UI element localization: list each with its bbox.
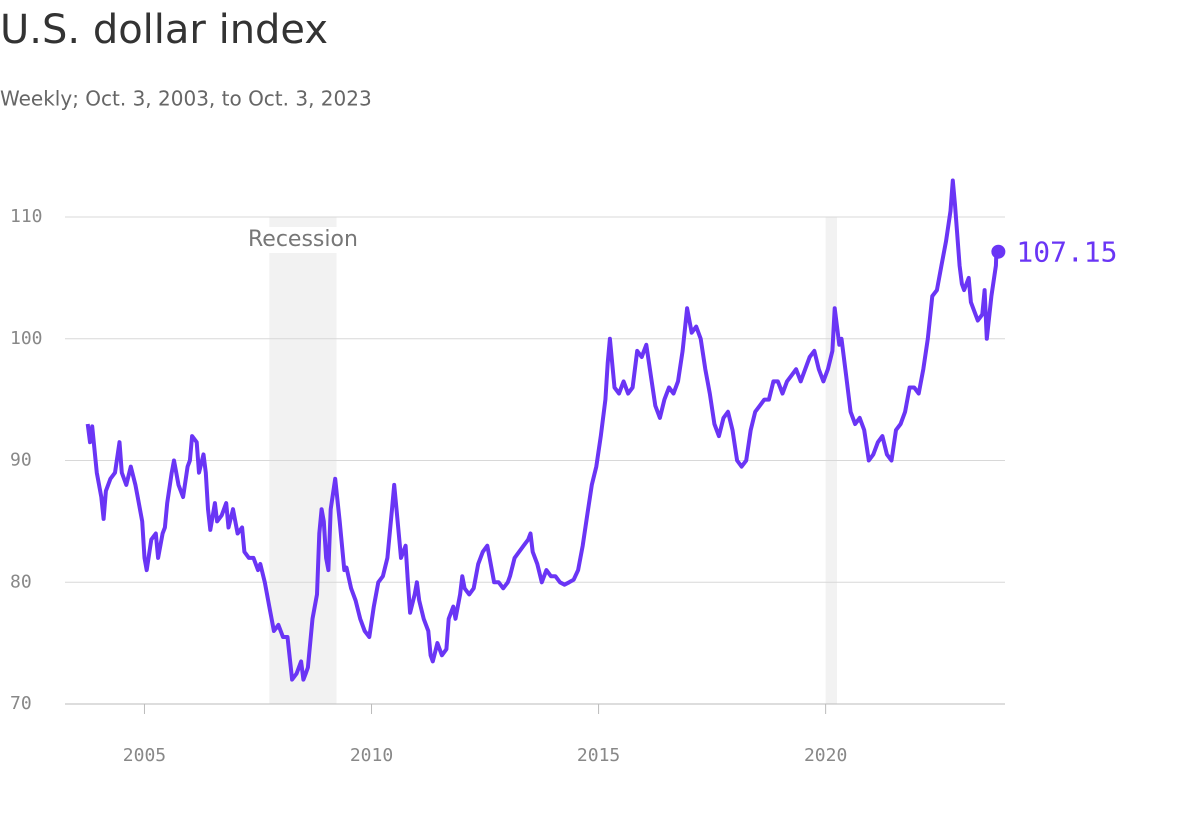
y-tick-label: 70 (10, 693, 32, 714)
data-line (85, 178, 999, 682)
end-dot (991, 244, 1006, 259)
y-tick-label: 110 (10, 206, 43, 227)
end-label: 107.15 (1016, 236, 1117, 269)
y-tick-label: 90 (10, 450, 32, 471)
recession-label-bg (239, 227, 367, 253)
x-tick-label: 2015 (577, 745, 620, 766)
chart-title: U.S. dollar index (0, 7, 328, 53)
x-tick-label: 2010 (350, 745, 393, 766)
recession-label: Recession (248, 227, 358, 252)
chart-subtitle: Weekly; Oct. 3, 2003, to Oct. 3, 2023 (0, 87, 372, 111)
y-tick-label: 80 (10, 571, 32, 592)
x-tick-label: 2020 (804, 745, 847, 766)
y-tick-label: 100 (10, 328, 43, 349)
x-tick-label: 2005 (123, 745, 166, 766)
